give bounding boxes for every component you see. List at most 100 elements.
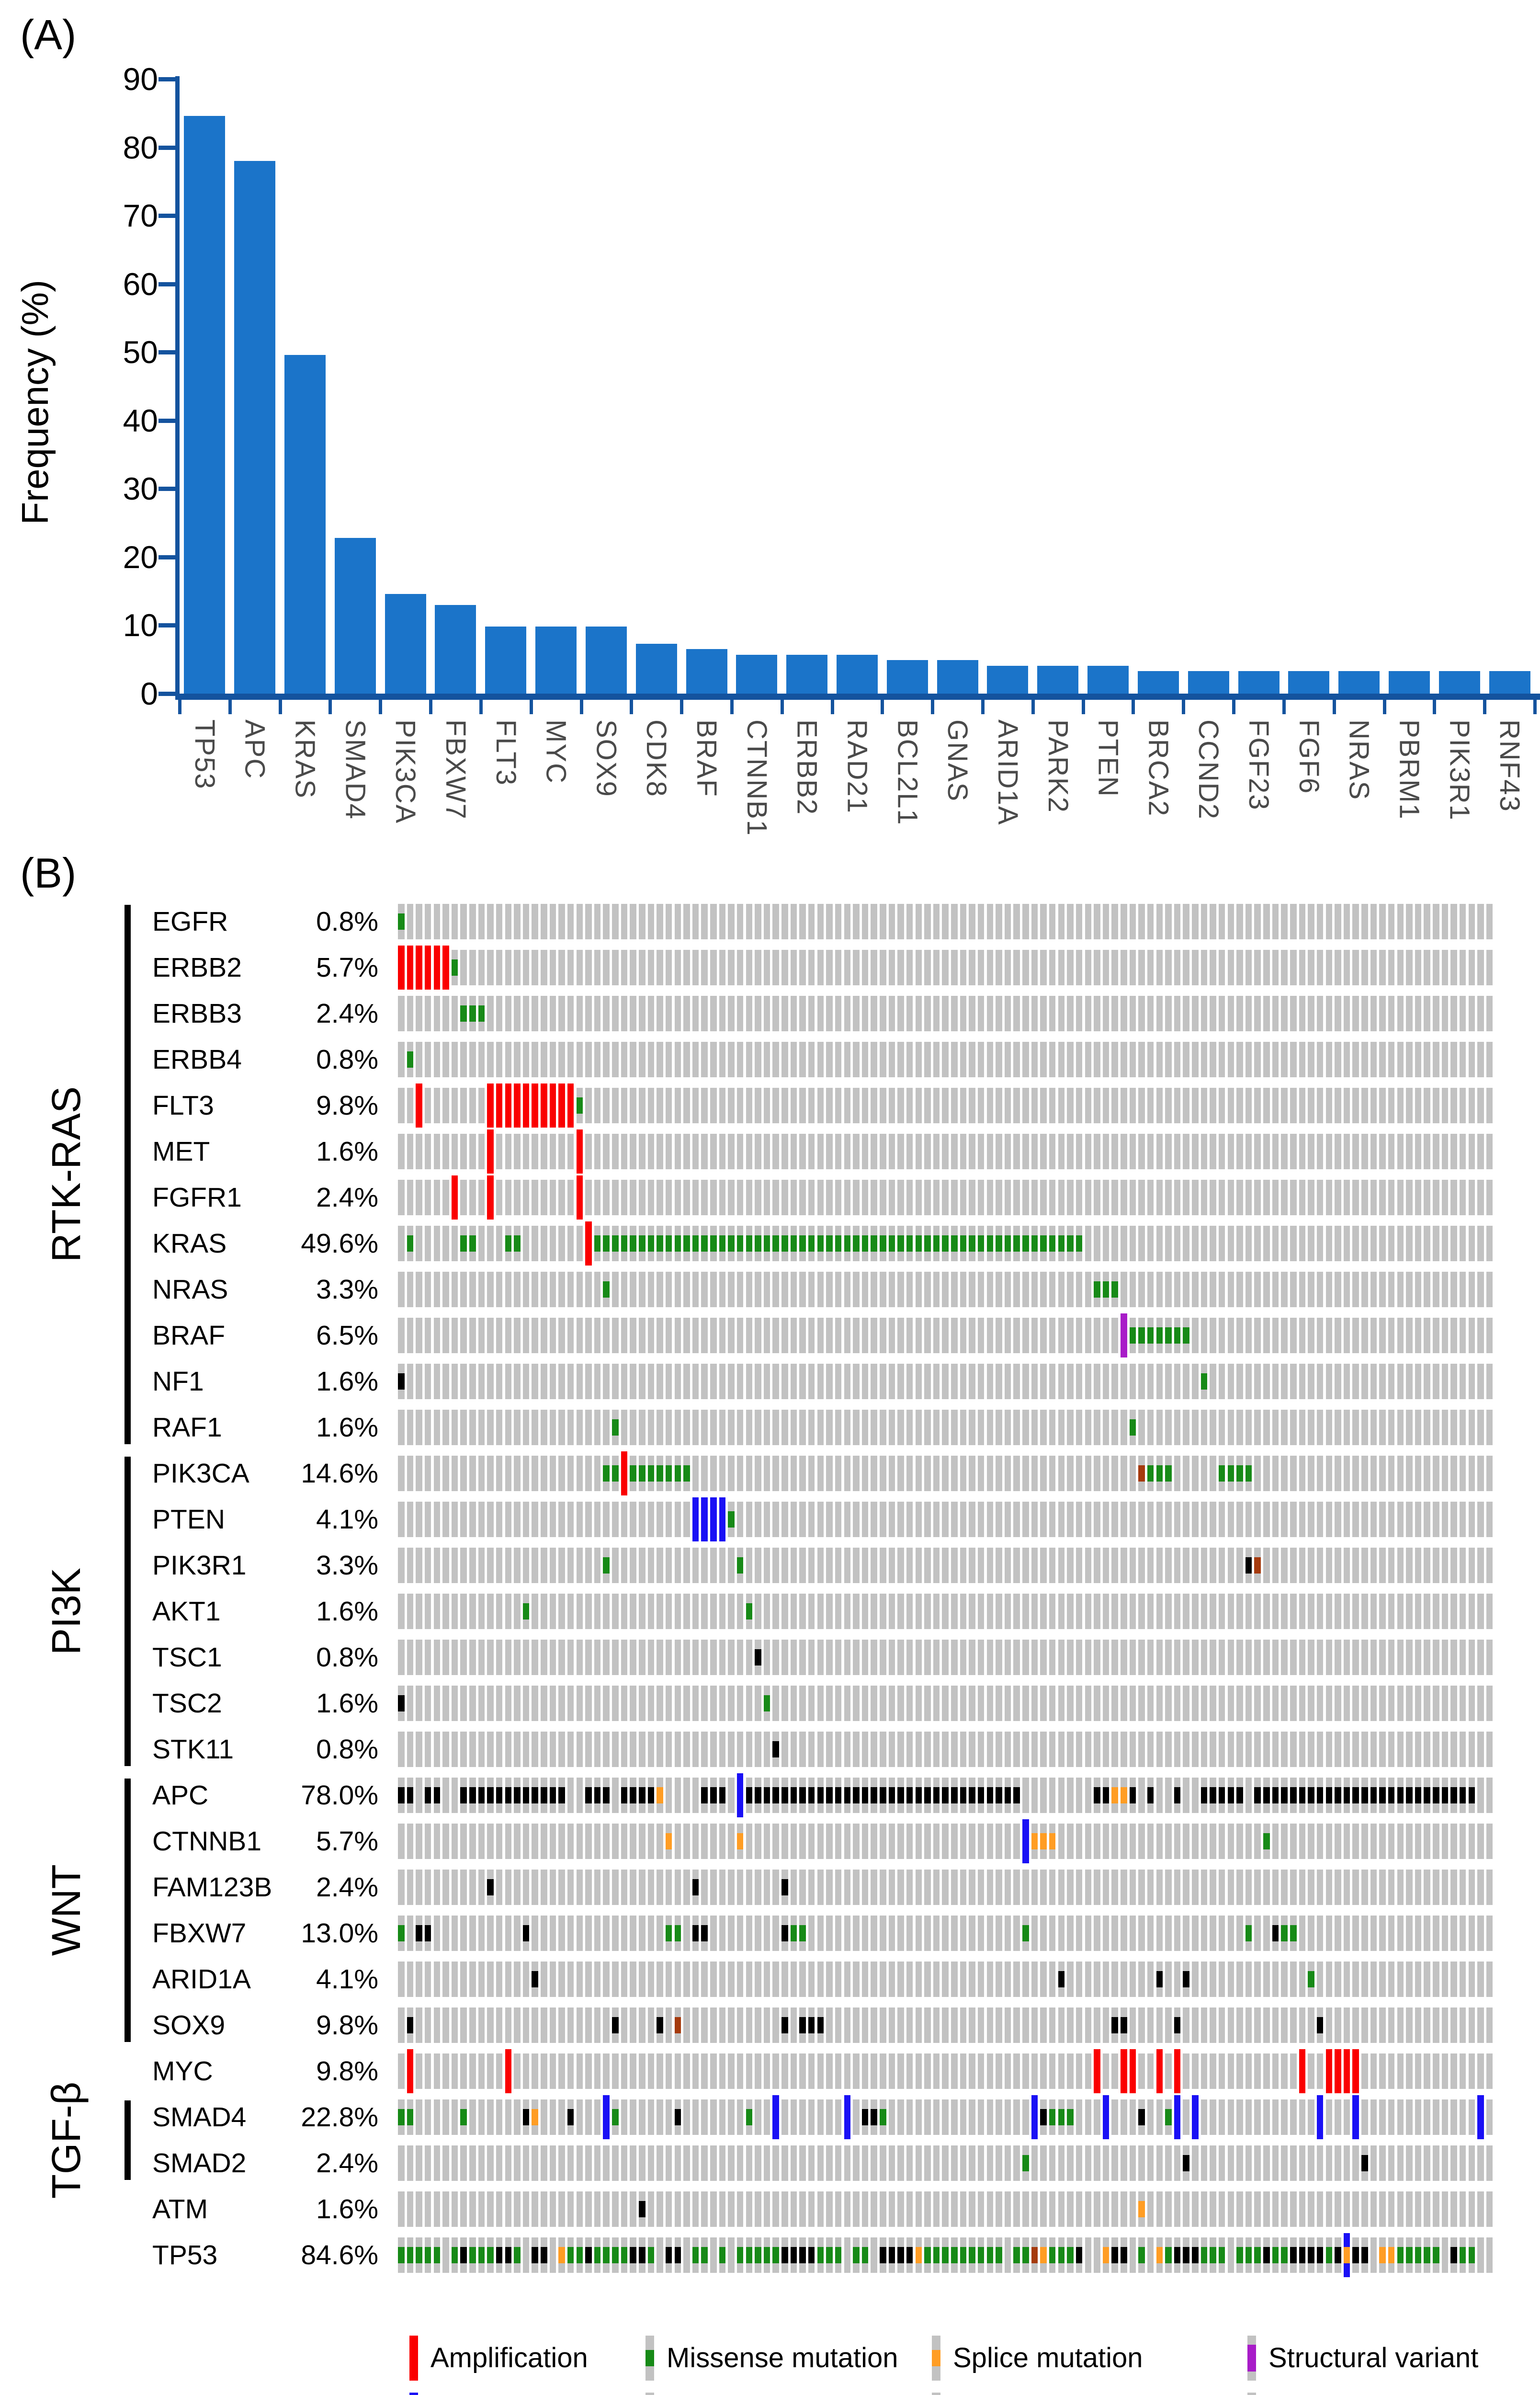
legend-label-A: Amplification <box>430 2342 588 2373</box>
cell-BRAF-99-none <box>1272 1318 1279 1353</box>
cell-MET-82-none <box>1121 1134 1127 1169</box>
cell-FAM123B-112-none <box>1388 1870 1395 1905</box>
cell-FAM123B-29-none <box>647 1870 655 1905</box>
cell-TSC2-69-none <box>1004 1686 1011 1721</box>
cell-BRAF-3-none <box>416 1318 422 1353</box>
bar-PIK3CA <box>385 593 426 694</box>
x-tick-9 <box>630 700 634 714</box>
cell-TP53-47-T <box>808 2247 815 2263</box>
cell-SMAD2-35-none <box>701 2145 708 2181</box>
cell-FGFR1-39-none <box>736 1180 744 1215</box>
cell-PIK3R1-67-none <box>986 1548 994 1583</box>
cell-EGFR-101-none <box>1290 904 1297 939</box>
cell-AKT1-7-none <box>451 1594 458 1629</box>
cell-PIK3R1-39-M <box>736 1557 744 1574</box>
cell-PIK3CA-8-none <box>460 1456 467 1491</box>
cell-APC-94-T <box>1227 1787 1234 1803</box>
cell-EGFR-9-none <box>469 904 476 939</box>
cell-SOX9-10-none <box>478 2007 485 2043</box>
cell-EGFR-92-none <box>1210 904 1216 939</box>
x-label-wrap-FBXW7: FBXW7 <box>430 719 481 878</box>
cell-MYC-64-none <box>960 2053 967 2089</box>
cell-SOX9-109-none <box>1361 2007 1368 2043</box>
cell-MYC-90-none <box>1192 2053 1199 2089</box>
x-tick-24 <box>1382 700 1386 714</box>
cell-FAM123B-48-none <box>817 1870 824 1905</box>
cell-STK11-105-none <box>1325 1732 1333 1767</box>
cell-ATM-103-none <box>1308 2191 1314 2227</box>
cell-CTNNB1-3-none <box>416 1824 422 1859</box>
cell-FAM123B-39-none <box>736 1870 744 1905</box>
cell-TP53-26-M <box>621 2247 628 2263</box>
cell-TP53-7-M <box>451 2247 458 2263</box>
cell-PTEN-60-none <box>924 1502 931 1537</box>
cell-STK11-118-none <box>1441 1732 1449 1767</box>
cell-FAM123B-92-none <box>1210 1870 1216 1905</box>
x-label-wrap-APC: APC <box>230 719 280 878</box>
cell-PTEN-22-none <box>585 1502 592 1537</box>
cell-ERBB2-20-none <box>567 950 574 985</box>
cell-SMAD4-19-none <box>558 2099 565 2135</box>
cell-FAM123B-73-none <box>1040 1870 1047 1905</box>
x-label-wrap-ARID1A: ARID1A <box>983 719 1033 878</box>
cell-PTEN-69-none <box>1004 1502 1011 1537</box>
cell-MET-96-none <box>1245 1134 1252 1169</box>
cell-TSC2-28-none <box>639 1686 645 1721</box>
cell-MYC-48-none <box>817 2053 824 2089</box>
cell-TP53-4-M <box>424 2247 431 2263</box>
cell-ARID1A-75-T <box>1058 1971 1065 1987</box>
cell-APC-58-T <box>906 1787 913 1803</box>
cell-KRAS-52-M <box>853 1235 860 1252</box>
cell-FLT3-122-none <box>1477 1088 1484 1123</box>
cell-SOX9-5-none <box>433 2007 441 2043</box>
cell-TSC2-5-none <box>433 1686 441 1721</box>
cell-ERBB3-67-none <box>986 996 994 1031</box>
cell-TSC2-114-none <box>1406 1686 1413 1721</box>
cell-NF1-101-none <box>1290 1364 1297 1399</box>
cell-PIK3CA-89-none <box>1183 1456 1189 1491</box>
cell-KRAS-107-none <box>1343 1226 1350 1261</box>
cell-KRAS-18-none <box>549 1226 556 1261</box>
cell-MYC-41-none <box>755 2053 761 2089</box>
cell-RAF1-75-none <box>1058 1410 1065 1445</box>
cell-APC-38-none <box>728 1778 735 1813</box>
cell-RAF1-68-none <box>996 1410 1002 1445</box>
bar-PIK3R1 <box>1438 671 1480 694</box>
cell-PIK3CA-28-M <box>639 1465 645 1482</box>
cell-PIK3CA-21-none <box>576 1456 583 1491</box>
cell-MYC-112-none <box>1388 2053 1395 2089</box>
cell-ARID1A-2-none <box>407 1962 414 1997</box>
cell-APC-68-T <box>996 1787 1002 1803</box>
cell-FGFR1-78-none <box>1085 1180 1091 1215</box>
bar-RAD21 <box>837 654 878 694</box>
cell-TP53-78-none <box>1085 2237 1091 2273</box>
cell-BRAF-87-M <box>1165 1327 1172 1344</box>
cell-AKT1-28-none <box>639 1594 645 1629</box>
cell-ERBB2-71-none <box>1022 950 1029 985</box>
cell-TSC2-120-none <box>1459 1686 1466 1721</box>
cell-FLT3-8-none <box>460 1088 467 1123</box>
cell-FBXW7-53-none <box>861 1916 869 1951</box>
cell-FLT3-66-none <box>977 1088 985 1123</box>
cell-ERBB4-11-none <box>487 1042 494 1077</box>
pct-label-TSC1: 0.8% <box>316 1642 378 1673</box>
cell-MET-108-none <box>1352 1134 1359 1169</box>
cell-RAF1-29-none <box>647 1410 655 1445</box>
cell-PTEN-121-none <box>1468 1502 1475 1537</box>
cell-SMAD4-23-none <box>594 2099 601 2135</box>
cell-SMAD4-46-none <box>799 2099 806 2135</box>
cell-SMAD2-100-none <box>1281 2145 1288 2181</box>
cell-NF1-72-none <box>1031 1364 1038 1399</box>
cell-TP53-91-M <box>1200 2247 1208 2263</box>
cell-MYC-123-none <box>1486 2053 1493 2089</box>
cell-RAF1-19-none <box>558 1410 565 1445</box>
cell-FLT3-105-none <box>1325 1088 1333 1123</box>
cell-ERBB2-72-none <box>1031 950 1038 985</box>
cell-FGFR1-96-none <box>1245 1180 1252 1215</box>
cell-PIK3R1-17-none <box>541 1548 547 1583</box>
cell-ARID1A-84-none <box>1138 1962 1145 1997</box>
cell-SMAD2-17-none <box>541 2145 547 2181</box>
cell-TP53-39-M <box>736 2247 744 2263</box>
cell-CTNNB1-77-none <box>1076 1824 1083 1859</box>
cell-MET-54-none <box>871 1134 877 1169</box>
